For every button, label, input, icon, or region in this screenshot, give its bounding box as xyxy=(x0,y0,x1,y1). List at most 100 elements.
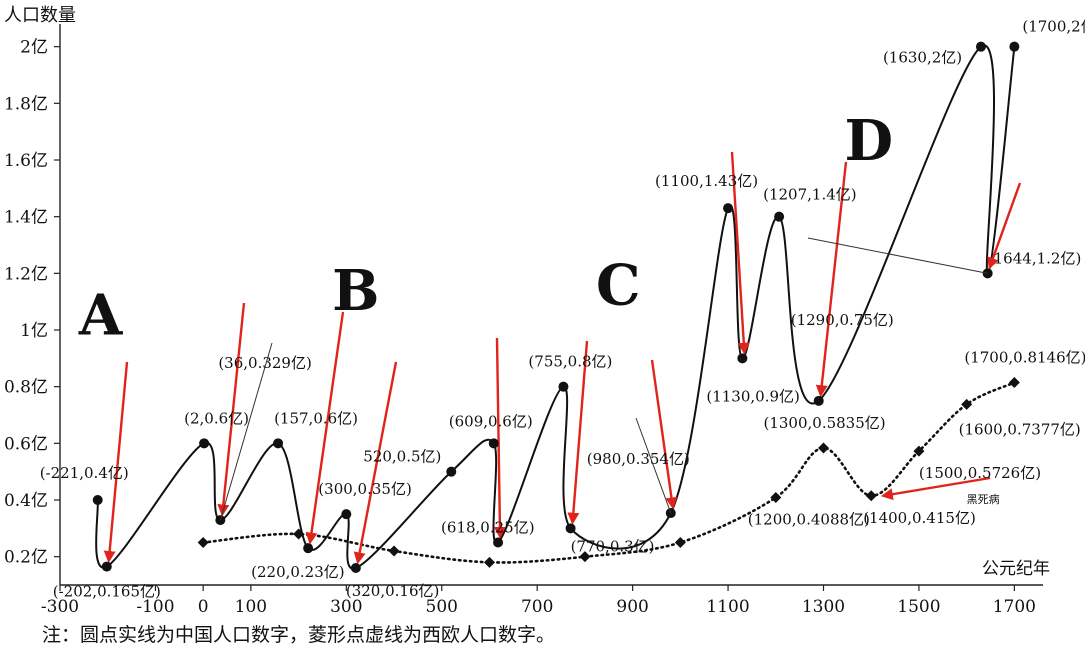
x-tick-label: 1100 xyxy=(706,597,749,617)
china-data-point xyxy=(199,438,210,449)
china-point-label: 520,0.5亿) xyxy=(363,448,441,466)
x-tick-label: 300 xyxy=(330,597,362,617)
china-data-point xyxy=(493,537,504,548)
black-death-note: 黑死病 xyxy=(967,492,1000,506)
china-data-point xyxy=(723,203,734,214)
red-arrow xyxy=(217,302,246,517)
west-europe-data-point xyxy=(674,537,686,548)
china-data-point xyxy=(565,523,576,534)
west-europe-point-label: (1500,0.5726亿) xyxy=(919,464,1041,482)
y-axis-label: 人口数量 xyxy=(4,5,76,26)
china-point-label: (618,0.25亿) xyxy=(441,519,535,537)
x-tick-label: 0 xyxy=(198,597,209,617)
china-point-label: (320,0.16亿) xyxy=(346,582,440,600)
black-death-arrow xyxy=(880,476,991,501)
west-europe-point-label: (1400,0.415亿) xyxy=(863,509,976,527)
red-arrow xyxy=(103,361,129,563)
china-data-point xyxy=(1009,41,1020,52)
west-europe-point-label: (1600,0.7377亿) xyxy=(959,420,1081,438)
china-point-label: (-202,0.165亿) xyxy=(53,583,161,601)
y-tick-label: 0.2亿 xyxy=(4,548,48,568)
x-tick-label: 1500 xyxy=(897,597,940,617)
annotation-letter: A xyxy=(78,282,124,348)
west-europe-data-point xyxy=(483,556,495,568)
red-arrow xyxy=(730,151,750,355)
y-tick-label: 1.6亿 xyxy=(4,151,48,171)
china-data-point xyxy=(975,41,986,52)
west-europe-data-point xyxy=(961,398,973,410)
west-europe-data-point xyxy=(913,445,925,457)
china-data-point xyxy=(737,353,748,364)
west-europe-data-point xyxy=(770,492,782,504)
red-arrow xyxy=(493,337,506,539)
west-europe-data-point xyxy=(817,442,829,454)
west-europe-point-label: (1200,0.4088亿) xyxy=(748,511,870,529)
x-tick-label: 1700 xyxy=(993,597,1036,617)
y-tick-label: 0.8亿 xyxy=(4,378,48,398)
x-tick-label: 700 xyxy=(521,597,553,617)
west-europe-data-point xyxy=(865,490,877,502)
west-europe-data-point xyxy=(293,528,305,540)
west-europe-data-point xyxy=(388,545,400,557)
x-axis-label: 公元纪年 xyxy=(982,559,1050,579)
x-tick-label: -100 xyxy=(136,597,174,617)
y-tick-label: 0.6亿 xyxy=(4,434,48,454)
y-tick-label: 2亿 xyxy=(20,38,48,58)
china-point-label: (-221,0.4亿) xyxy=(40,464,129,482)
label-leader-line xyxy=(807,237,988,274)
annotation-letter: D xyxy=(845,108,894,174)
china-data-point xyxy=(488,438,499,449)
y-tick-label: 1亿 xyxy=(20,321,48,341)
red-arrow xyxy=(305,311,345,545)
china-point-label: (1630,2亿) xyxy=(883,49,962,67)
china-point-label: (220,0.23亿) xyxy=(251,563,345,581)
china-point-label: (609,0.6亿) xyxy=(449,412,533,430)
label-leader-line xyxy=(635,417,672,514)
y-tick-label: 1.4亿 xyxy=(4,208,48,228)
china-point-label: (770,0.3亿) xyxy=(571,537,655,555)
china-data-point xyxy=(341,509,352,520)
china-point-label: 1644,1.2亿) xyxy=(994,249,1082,267)
x-tick-label: 100 xyxy=(235,597,267,617)
annotation-letter: C xyxy=(596,253,641,319)
chart-footnote: 注：圆点实线为中国人口数字，菱形点虚线为西欧人口数字。 xyxy=(42,624,556,646)
china-data-point xyxy=(92,495,103,505)
china-point-label: (300,0.35亿) xyxy=(318,480,412,498)
y-tick-label: 1.8亿 xyxy=(4,94,48,114)
red-arrow xyxy=(987,182,1022,270)
china-point-label: (2,0.6亿) xyxy=(184,409,249,427)
china-data-point xyxy=(273,438,284,449)
china-point-label: (980,0.354亿) xyxy=(587,450,690,468)
china-data-point xyxy=(558,381,569,392)
red-arrow xyxy=(650,359,678,510)
china-point-label: (1290,0.75亿) xyxy=(791,311,894,329)
china-data-point xyxy=(350,563,361,573)
west-europe-point-label: (1700,0.8146亿) xyxy=(964,349,1085,367)
china-point-label: (1100,1.43亿) xyxy=(655,172,758,190)
red-arrow xyxy=(815,161,848,398)
china-data-point xyxy=(101,561,112,572)
china-point-label: (36,0.329亿) xyxy=(218,354,312,372)
china-point-label: (1700,2亿) xyxy=(1022,18,1085,36)
x-tick-label: 1300 xyxy=(802,597,845,617)
west-europe-point-label: (1300,0.5835亿) xyxy=(763,414,885,432)
china-point-label: (1207,1.4亿) xyxy=(763,186,857,204)
china-data-point xyxy=(774,211,785,222)
china-data-point xyxy=(446,466,457,477)
x-tick-label: 900 xyxy=(616,597,648,617)
china-point-label: (157,0.6亿) xyxy=(274,409,358,427)
west-europe-data-point xyxy=(197,537,209,548)
west-europe-data-point xyxy=(579,551,591,563)
y-tick-label: 0.4亿 xyxy=(4,491,48,511)
x-tick-label: -300 xyxy=(41,597,79,617)
x-tick-label: 500 xyxy=(426,597,458,617)
china-point-label: (755,0.8亿) xyxy=(528,353,612,371)
y-tick-label: 1.2亿 xyxy=(4,264,48,284)
annotation-letter: B xyxy=(332,258,379,324)
label-leader-line xyxy=(219,342,273,521)
china-data-point xyxy=(303,543,314,554)
china-point-label: (1130,0.9亿) xyxy=(706,387,800,405)
red-arrow xyxy=(567,340,589,525)
red-arrow xyxy=(353,361,398,565)
